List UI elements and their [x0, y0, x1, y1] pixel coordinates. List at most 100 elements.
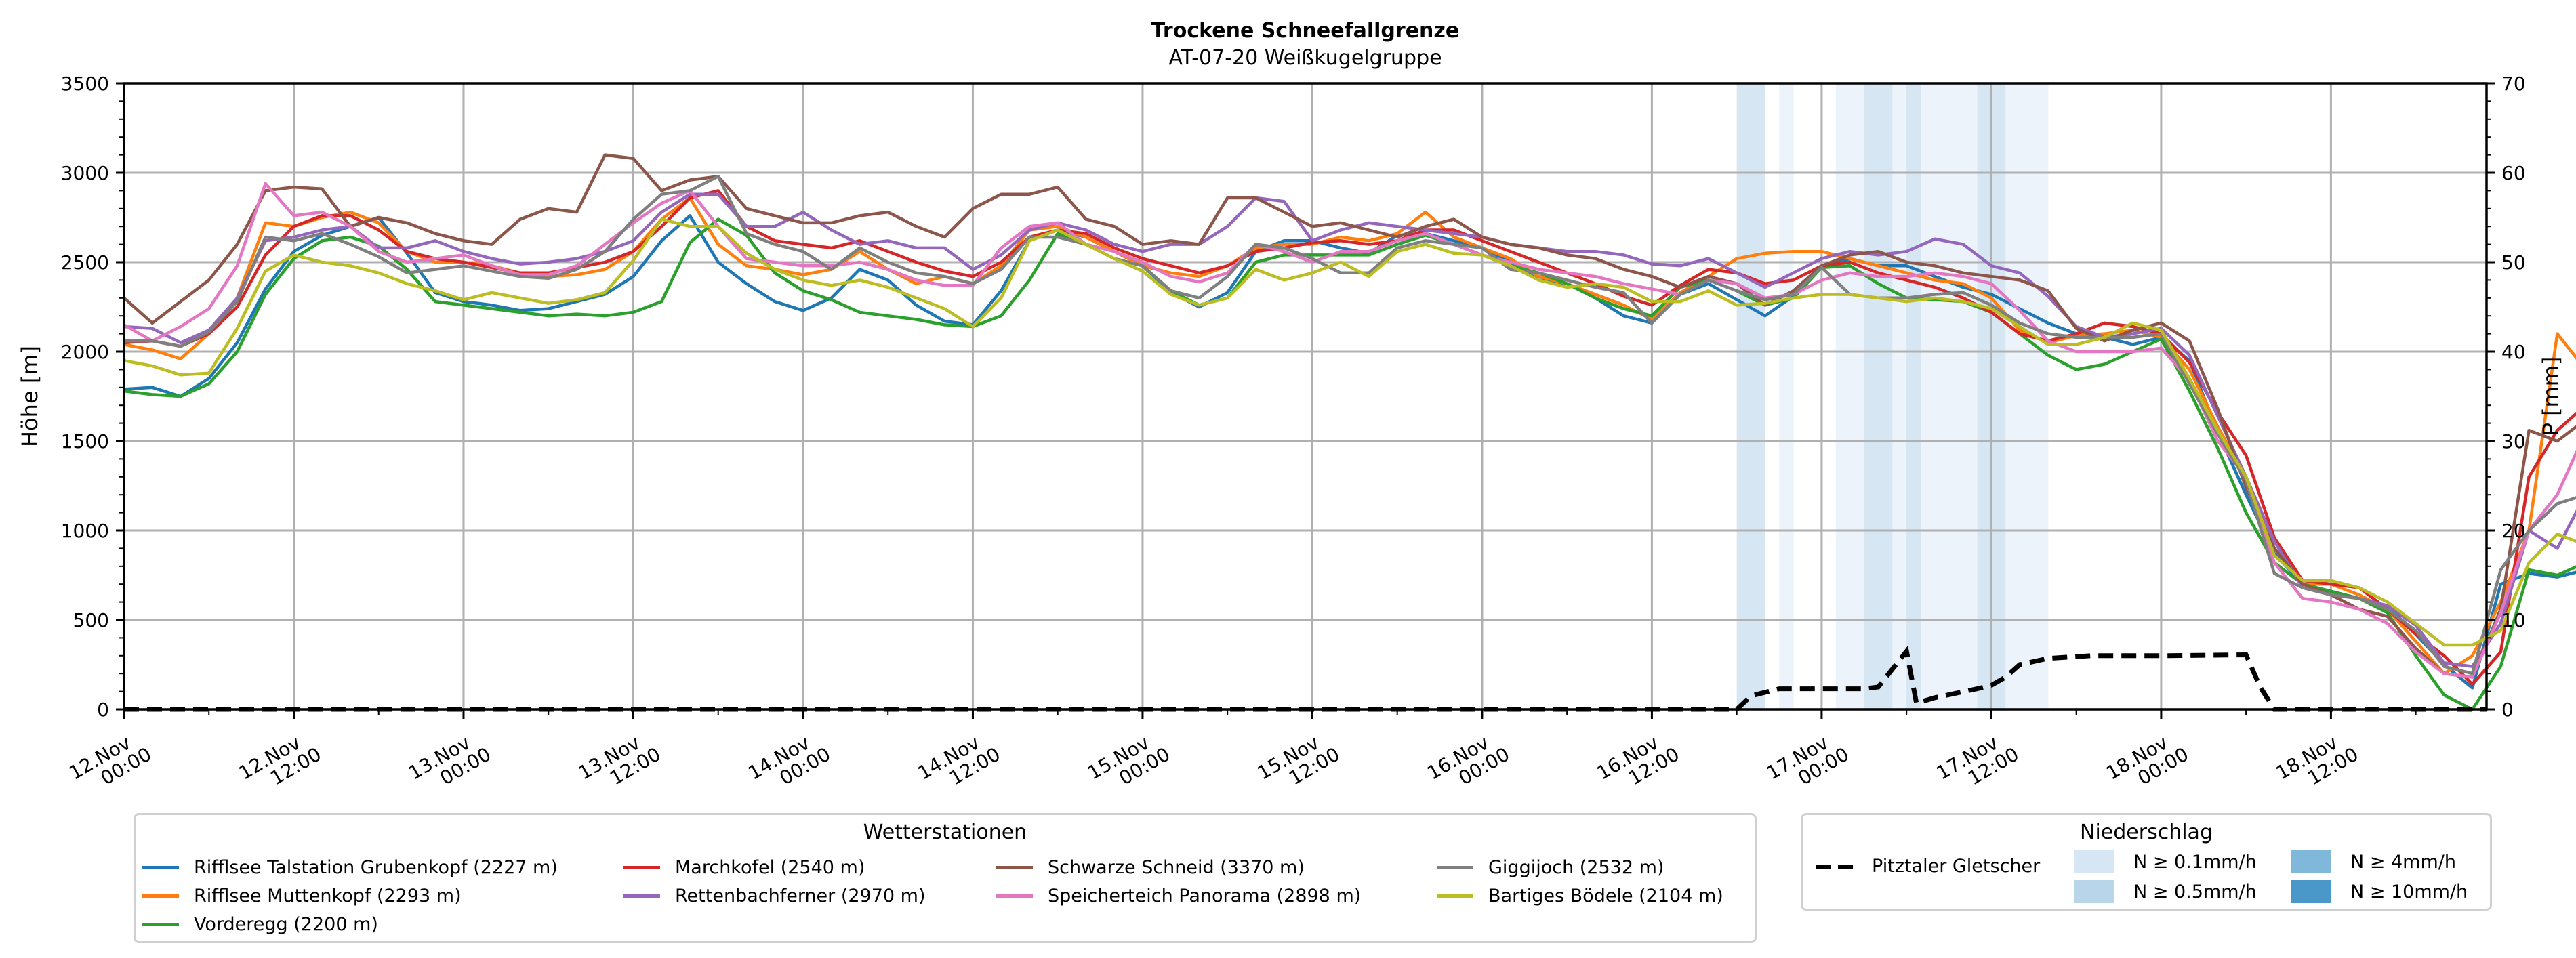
legend-label: Rifflsee Talstation Grubenkopf (2227 m)	[194, 857, 558, 878]
precip-band	[1934, 83, 1950, 709]
legend-line-swatch	[623, 894, 660, 898]
legend-line-swatch	[142, 923, 179, 926]
precip-legend: Niederschlag Pitztaler Gletscher N ≥ 0.1…	[1801, 813, 2492, 911]
legend-line-swatch	[1437, 866, 1473, 869]
legend-label: Bartiges Bödele (2104 m)	[1488, 886, 1723, 907]
legend-label: Rettenbachferner (2970 m)	[675, 886, 926, 907]
plot-frame	[123, 82, 2488, 711]
legend-line-swatch	[996, 866, 1033, 869]
y2-tick-label: 60	[2501, 162, 2526, 184]
precip-band	[1948, 83, 1964, 709]
legend-label: Pitztaler Gletscher	[1872, 856, 2041, 877]
y-tick-label: 2500	[61, 251, 109, 274]
stations-legend: Wetterstationen Rifflsee Talstation Grub…	[134, 813, 1757, 943]
y2-tick-label: 70	[2501, 72, 2526, 95]
axes: 0 500 1000 1500 2000 2500 3000 3500 0 10 20 30 40 50 6…	[61, 72, 2526, 789]
legend-item-station: Marchkofel (2540 m)	[623, 857, 865, 878]
legend-line-swatch	[996, 894, 1033, 898]
precip-band	[1977, 83, 1992, 709]
precip-band	[1878, 83, 1893, 709]
precip-legend-title: Niederschlag	[2080, 820, 2213, 844]
legend-color-swatch	[2291, 850, 2331, 873]
legend-item-station: Giggijoch (2532 m)	[1437, 857, 1664, 878]
legend-item-precip: N ≥ 0.5mm/h	[2074, 880, 2257, 903]
legend-item-station: Rifflsee Muttenkopf (2293 m)	[142, 886, 462, 907]
stations-legend-title: Wetterstationen	[863, 820, 1027, 844]
series-line	[123, 217, 2576, 647]
precip-band	[1921, 83, 1936, 709]
legend-label: N ≥ 0.1mm/h	[2133, 851, 2257, 873]
legend-label: Rifflsee Muttenkopf (2293 m)	[194, 886, 462, 907]
precip-band	[1892, 83, 1907, 709]
legend-item-precip: N ≥ 10mm/h	[2291, 880, 2468, 903]
legend-item-station: Rettenbachferner (2970 m)	[623, 886, 926, 907]
y-tick-label: 2000	[61, 341, 109, 363]
legend-label: Marchkofel (2540 m)	[675, 857, 865, 878]
series-line	[123, 196, 2576, 675]
legend-label: N ≥ 10mm/h	[2350, 881, 2468, 902]
precip-dashed-line	[124, 646, 2487, 712]
y2-tick-label: 0	[2501, 699, 2514, 721]
station-lines	[123, 153, 2576, 711]
grid	[124, 83, 2487, 709]
precip-band	[2020, 83, 2035, 709]
legend-item-station: Rifflsee Talstation Grubenkopf (2227 m)	[142, 857, 558, 878]
precip-band	[1963, 83, 1978, 709]
legend-label: N ≥ 0.5mm/h	[2133, 881, 2257, 902]
y-tick-label: 3000	[61, 162, 109, 184]
series-line	[123, 214, 2576, 690]
series-line	[123, 153, 2576, 679]
y2-tick-label: 40	[2501, 341, 2526, 363]
precip-band	[2034, 83, 2049, 709]
legend-line-swatch	[623, 866, 660, 869]
y2-tick-label: 20	[2501, 520, 2526, 542]
legend-color-swatch	[2074, 880, 2114, 903]
precip-band	[1779, 83, 1794, 709]
y-axis-label: Höhe [m]	[17, 346, 43, 447]
legend-label: Giggijoch (2532 m)	[1488, 857, 1664, 878]
legend-line-swatch	[1437, 894, 1473, 898]
legend-label: Vorderegg (2200 m)	[194, 914, 378, 935]
legend-item-precip: N ≥ 0.1mm/h	[2074, 850, 2257, 873]
legend-item-station: Schwarze Schneid (3370 m)	[996, 857, 1305, 878]
legend-item-station: Bartiges Bödele (2104 m)	[1437, 886, 1723, 907]
legend-line-swatch	[142, 894, 179, 898]
y-tick-label: 0	[97, 699, 109, 721]
chart-subtitle: AT-07-20 Weißkugelgruppe	[1168, 46, 1442, 70]
precip-band	[1906, 83, 1921, 709]
precipitation-line	[124, 646, 2487, 712]
precip-band	[1751, 83, 1765, 709]
legend-item-precip: N ≥ 4mm/h	[2291, 850, 2456, 873]
y2-tick-label: 30	[2501, 430, 2526, 453]
legend-color-swatch	[2074, 850, 2114, 873]
chart-title: Trockene Schneefallgrenze	[1151, 19, 1459, 43]
precip-band	[2005, 83, 2020, 709]
series-line	[124, 175, 2576, 675]
legend-label: Schwarze Schneid (3370 m)	[1048, 857, 1305, 878]
precip-band	[1736, 83, 1752, 709]
legend-line-swatch	[142, 866, 179, 869]
legend-item-station: Speicherteich Panorama (2898 m)	[996, 886, 1361, 907]
y-tick-label: 500	[73, 609, 109, 631]
y-tick-label: 1500	[61, 430, 109, 453]
precip-band	[1864, 83, 1879, 709]
precip-band	[1835, 83, 1851, 709]
legend-color-swatch	[2291, 880, 2331, 903]
legend-item-pitztaler: Pitztaler Gletscher	[1816, 856, 2040, 877]
y2-tick-label: 50	[2501, 251, 2526, 274]
